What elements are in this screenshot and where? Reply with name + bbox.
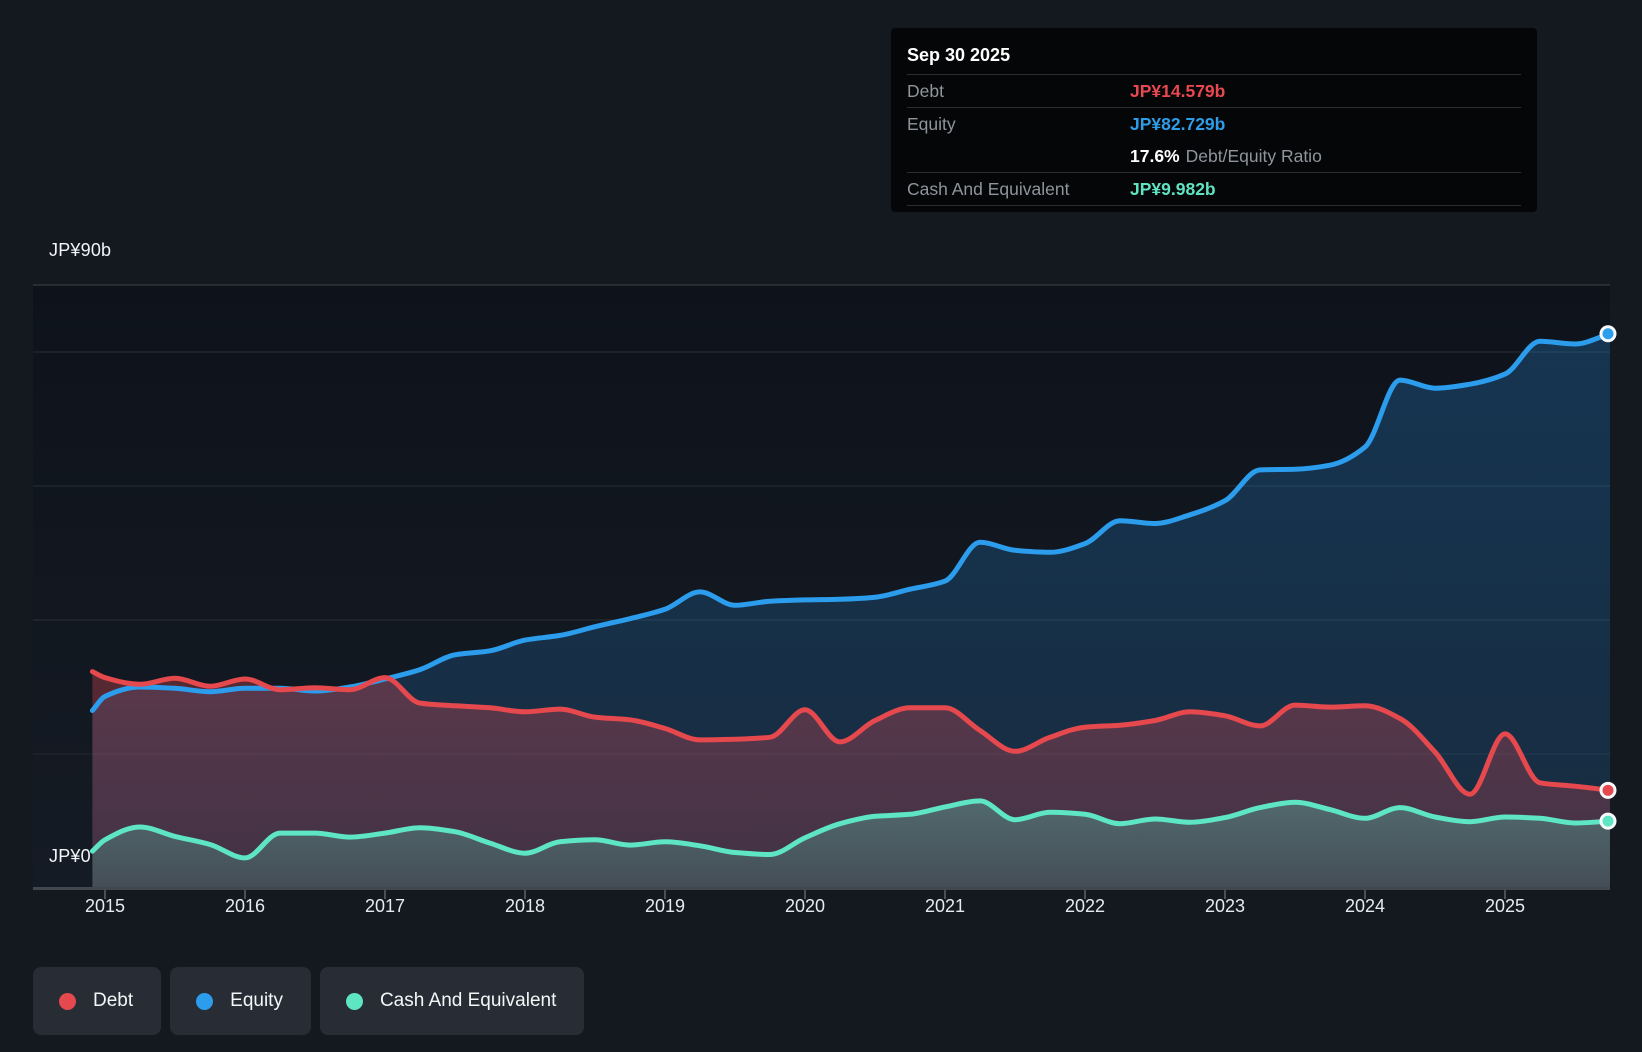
tooltip-card: Sep 30 2025 Debt JP¥14.579b Equity JP¥82.72… — [891, 28, 1537, 212]
x-axis-label-2016: 2016 — [224, 896, 266, 916]
x-axis-tick — [1364, 890, 1366, 899]
tooltip-row-ratio: 17.6% Debt/Equity Ratio — [907, 140, 1521, 173]
x-axis-tick — [1224, 890, 1226, 899]
x-axis-label-2018: 2018 — [504, 896, 546, 916]
x-axis-tick — [804, 890, 806, 899]
tooltip-rows: Debt JP¥14.579b Equity JP¥82.729b 17.6% Debt/… — [907, 75, 1521, 206]
legend-item-equity[interactable]: Equity — [170, 967, 311, 1035]
x-axis-label-2021: 2021 — [924, 896, 966, 916]
x-axis-tick — [104, 890, 106, 899]
tooltip-date: Sep 30 2025 — [907, 38, 1521, 75]
x-axis-label-2024: 2024 — [1344, 896, 1386, 916]
tooltip-row-label: Equity — [907, 113, 956, 134]
x-axis-tick — [944, 890, 946, 899]
x-axis-tick — [524, 890, 526, 899]
tooltip-row-value: JP¥82.729b — [1130, 113, 1226, 134]
legend-item-debt[interactable]: Debt — [33, 967, 162, 1035]
tooltip-row-equity: Equity JP¥82.729b — [907, 108, 1521, 140]
tooltip-row-value: JP¥9.982b — [1130, 178, 1216, 199]
cash-line — [89, 798, 1613, 861]
tooltip-row-debt: Debt JP¥14.579b — [907, 75, 1521, 108]
x-axis-line — [33, 887, 1610, 890]
x-axis-label-2023: 2023 — [1204, 896, 1246, 916]
x-axis-tick — [1084, 890, 1086, 899]
legend-item-label: Debt — [93, 990, 134, 1011]
legend-dot-icon — [196, 992, 214, 1010]
x-axis-label-2025: 2025 — [1484, 896, 1526, 916]
y-axis-label-max: JP¥90b — [49, 240, 112, 260]
tooltip-row-label: Debt — [907, 80, 944, 101]
y-axis-label-zero: JP¥0 — [49, 846, 91, 866]
legend-item-label: Equity — [230, 990, 283, 1011]
tooltip-row-cash-and-equivalent: Cash And Equivalent JP¥9.982b — [907, 173, 1521, 206]
legend-item-cash-and-equivalent[interactable]: Cash And Equivalent — [319, 967, 585, 1035]
x-axis-label-2015: 2015 — [84, 896, 126, 916]
x-axis-tick — [384, 890, 386, 899]
legend-dot-icon — [59, 992, 76, 1010]
x-axis-tick — [244, 890, 246, 899]
debt-endpoint-dot — [1599, 781, 1617, 799]
x-axis-tick — [1504, 890, 1506, 899]
tooltip-ratio-value: 17.6% — [1130, 145, 1180, 166]
equity-endpoint-dot — [1599, 325, 1617, 343]
tooltip-row-value: JP¥14.579b — [1130, 80, 1226, 101]
cash-endpoint-dot — [1599, 812, 1617, 830]
x-axis-label-2017: 2017 — [364, 896, 406, 916]
x-axis-label-2020: 2020 — [784, 896, 826, 916]
debt-line — [89, 669, 1613, 797]
legend-item-label: Cash And Equivalent — [379, 990, 557, 1011]
x-axis-label-2022: 2022 — [1064, 896, 1106, 916]
legend-dot-icon — [345, 992, 363, 1010]
cash-area — [92, 800, 1610, 888]
legend: Debt Equity Cash And Equivalent — [33, 967, 585, 1035]
tooltip-ratio-label: Debt/Equity Ratio — [1185, 145, 1322, 166]
x-axis-label-2019: 2019 — [644, 896, 686, 916]
x-axis-tick — [664, 890, 666, 899]
tooltip-row-label: Cash And Equivalent — [907, 178, 1070, 199]
